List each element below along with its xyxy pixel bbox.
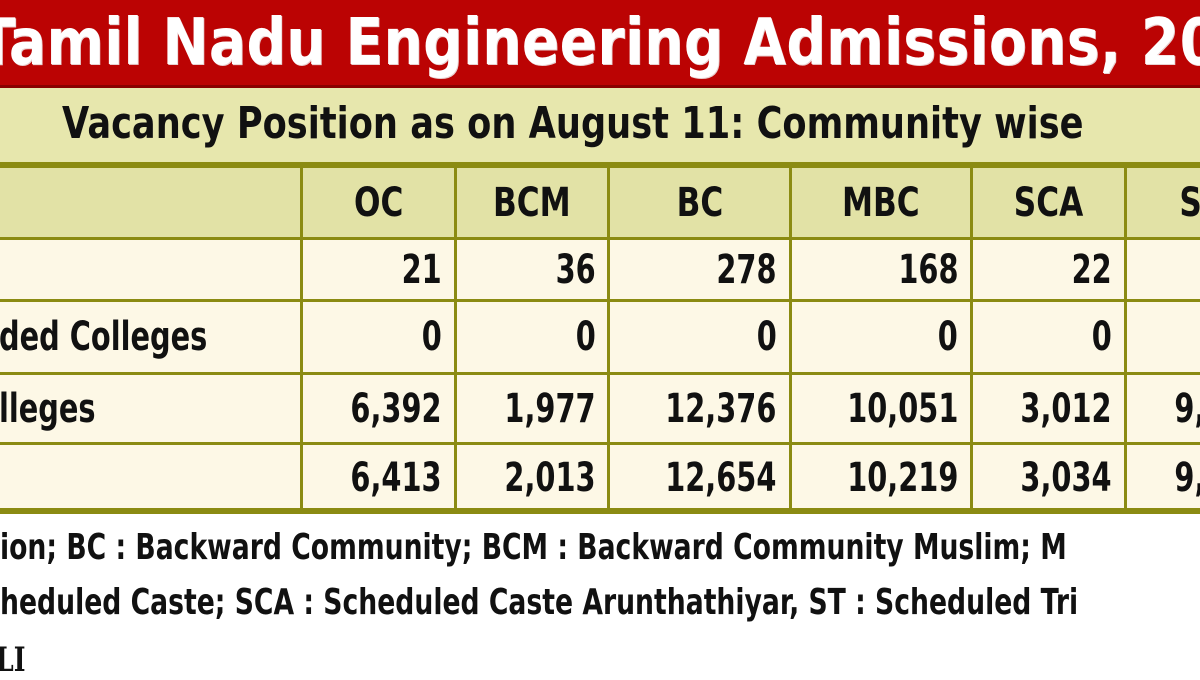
column-header-oc: OC — [300, 165, 457, 240]
table-row: 6,413 2,013 12,654 10,219 3,034 9,631 1 — [0, 442, 1200, 513]
table-row: 21 36 278 168 22 77 — [0, 237, 1200, 302]
cell-bc: 12,376 — [607, 372, 792, 445]
table-row: lleges 6,392 1,977 12,376 10,051 3,012 9… — [0, 372, 1200, 445]
table-row: ded Colleges 0 0 0 0 0 0 — [0, 299, 1200, 375]
cell-sca: 3,012 — [970, 372, 1127, 445]
subtitle-banner: Vacancy Position as on August 11: Commun… — [0, 88, 1200, 162]
vacancy-table: OC BCM BC MBC SCA SC 21 36 278 168 22 77 — [0, 165, 1200, 513]
footnote-line-2: heduled Caste; SCA : Scheduled Caste Aru… — [0, 582, 1079, 623]
cell-bcm: 36 — [453, 237, 611, 302]
footnote-line-1: ion; BC : Backward Community; BCM : Back… — [0, 527, 1067, 568]
cell-bcm: 2,013 — [453, 442, 611, 513]
row-label: ded Colleges — [0, 299, 304, 375]
cell-sca: 0 — [970, 299, 1127, 375]
cell-oc: 6,413 — [300, 442, 457, 513]
cell-oc: 6,392 — [300, 372, 457, 445]
cell-bc: 12,654 — [607, 442, 792, 513]
cell-sca: 22 — [970, 237, 1127, 302]
column-header-sc: SC — [1123, 165, 1200, 240]
cell-sc: 0 — [1123, 299, 1200, 375]
cell-bcm: 1,977 — [453, 372, 611, 445]
cell-oc: 0 — [300, 299, 457, 375]
cell-bc: 0 — [607, 299, 792, 375]
source-credit: LI — [0, 640, 26, 680]
column-header-mbc: MBC — [788, 165, 974, 240]
column-header-bcm: BCM — [453, 165, 611, 240]
table-subtitle: Vacancy Position as on August 11: Commun… — [62, 98, 1084, 149]
column-header-sca: SCA — [970, 165, 1127, 240]
table-bottom-rule — [0, 508, 1200, 514]
cell-bcm: 0 — [453, 299, 611, 375]
cell-sc: 77 — [1123, 237, 1200, 302]
column-header-bc: BC — [607, 165, 792, 240]
cell-mbc: 10,219 — [788, 442, 974, 513]
cell-mbc: 10,051 — [788, 372, 974, 445]
cell-mbc: 168 — [788, 237, 974, 302]
page-title: Tamil Nadu Engineering Admissions, 201 — [0, 6, 1200, 80]
column-header-category — [0, 165, 304, 240]
cell-sc: 9,554 — [1123, 372, 1200, 445]
cell-sca: 3,034 — [970, 442, 1127, 513]
cell-bc: 278 — [607, 237, 792, 302]
cell-mbc: 0 — [788, 299, 974, 375]
row-label: lleges — [0, 372, 304, 445]
vacancy-table-container: OC BCM BC MBC SCA SC 21 36 278 168 22 77 — [0, 162, 1200, 514]
cell-oc: 21 — [300, 237, 457, 302]
row-label — [0, 442, 304, 513]
title-banner: Tamil Nadu Engineering Admissions, 201 — [0, 0, 1200, 88]
cell-sc: 9,631 — [1123, 442, 1200, 513]
header-row: OC BCM BC MBC SCA SC — [0, 165, 1200, 240]
row-label — [0, 237, 304, 302]
